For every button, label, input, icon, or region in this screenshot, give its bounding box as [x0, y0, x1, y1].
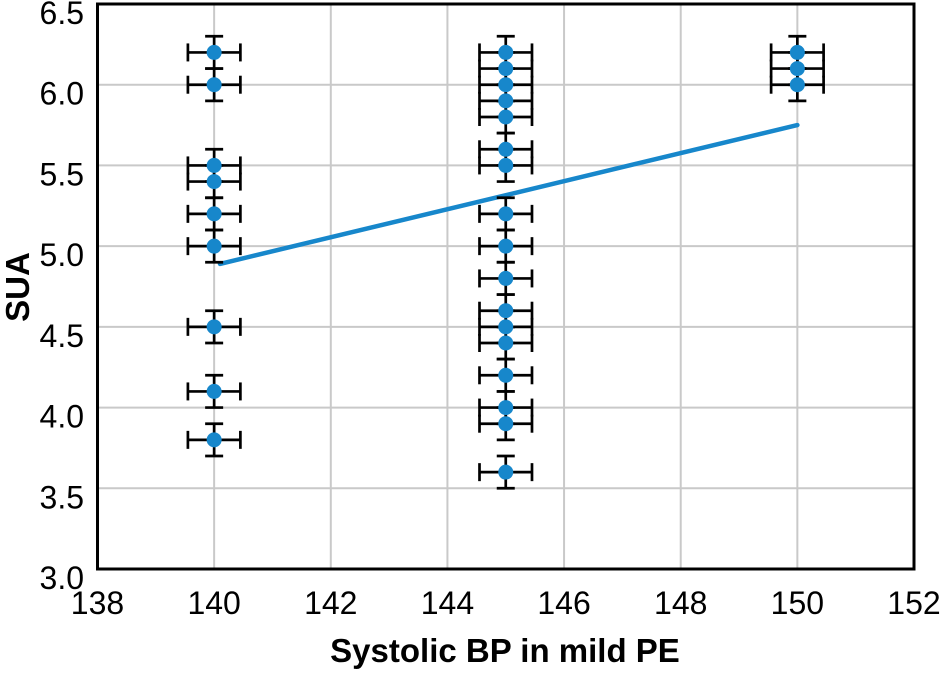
y-tick-labels: 3.0 3.5 4.0 4.5 5.0 5.5 6.0 6.5: [40, 0, 84, 596]
data-point: [206, 174, 222, 190]
x-tick-label: 150: [771, 585, 824, 621]
x-axis-title: Systolic BP in mild PE: [330, 632, 680, 669]
y-tick-label: 3.0: [40, 560, 84, 596]
trend-layer: [217, 122, 800, 267]
x-tick-label: 152: [887, 585, 940, 621]
data-point: [789, 44, 805, 60]
data-point: [498, 77, 514, 93]
x-tick-label: 140: [187, 585, 240, 621]
data-point: [498, 303, 514, 319]
marker-layer: [206, 44, 805, 480]
y-tick-label: 5.5: [40, 156, 84, 192]
data-point: [789, 77, 805, 93]
data-point: [498, 61, 514, 77]
data-point: [498, 416, 514, 432]
x-tick-label: 144: [421, 585, 474, 621]
data-point: [206, 206, 222, 222]
data-point: [206, 383, 222, 399]
x-tick-labels: 138 140 142 144 146 148 150 152: [71, 585, 941, 621]
y-tick-label: 6.0: [40, 76, 84, 112]
y-axis-title: SUA: [0, 252, 36, 322]
data-point: [206, 238, 222, 254]
plot-border: [96, 2, 916, 571]
data-point: [206, 319, 222, 335]
data-point: [498, 335, 514, 351]
data-point: [206, 432, 222, 448]
x-tick-label: 146: [537, 585, 590, 621]
data-point: [498, 400, 514, 416]
data-point: [498, 141, 514, 157]
y-tick-label: 4.5: [40, 318, 84, 354]
error-bar: [186, 67, 242, 103]
data-point: [498, 157, 514, 173]
data-point: [498, 93, 514, 109]
data-point: [498, 270, 514, 286]
data-point: [498, 109, 514, 125]
x-tick-label: 142: [304, 585, 357, 621]
y-tick-label: 4.0: [40, 399, 84, 435]
data-point: [206, 44, 222, 60]
data-point: [498, 206, 514, 222]
x-tick-label: 148: [654, 585, 707, 621]
data-point: [498, 464, 514, 480]
data-point: [498, 238, 514, 254]
trend-line: [217, 122, 800, 267]
y-tick-label: 3.5: [40, 479, 84, 515]
x-tick-label: 138: [71, 585, 124, 621]
data-point: [206, 157, 222, 173]
data-point: [498, 367, 514, 383]
data-point: [789, 61, 805, 77]
y-tick-label: 5.0: [40, 237, 84, 273]
y-tick-label: 6.5: [40, 0, 84, 31]
data-point: [498, 319, 514, 335]
data-point: [498, 44, 514, 60]
data-point: [206, 77, 222, 93]
